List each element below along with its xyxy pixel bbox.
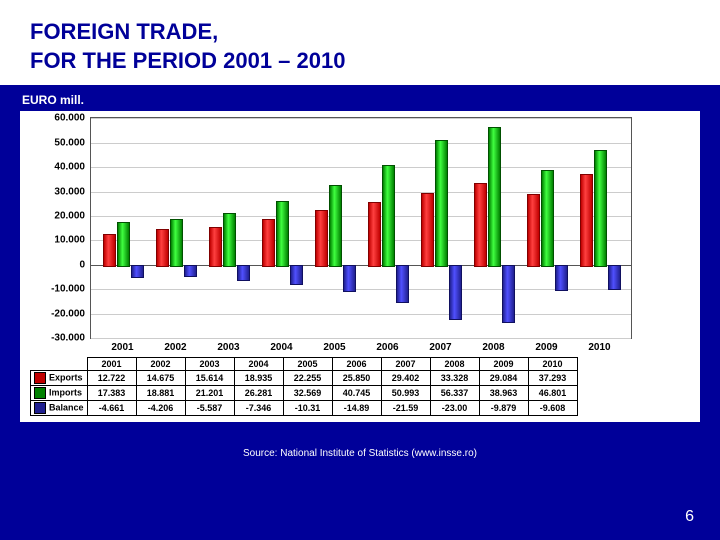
bar-balance-2007 bbox=[449, 265, 462, 320]
cell: -10.31 bbox=[283, 401, 332, 416]
x-label: 2006 bbox=[376, 342, 398, 353]
y-tick: 20.000 bbox=[54, 210, 85, 221]
x-label: 2001 bbox=[111, 342, 133, 353]
cell: 25.850 bbox=[332, 371, 381, 386]
bar-exports-2010 bbox=[580, 174, 593, 267]
gridline bbox=[91, 338, 631, 339]
y-axis-label: EURO mill. bbox=[22, 93, 710, 107]
bar-exports-2008 bbox=[474, 183, 487, 266]
data-table: 2001200220032004200520062007200820092010… bbox=[30, 357, 578, 416]
bar-imports-2008 bbox=[488, 127, 501, 267]
bar-exports-2007 bbox=[421, 193, 434, 267]
bar-exports-2006 bbox=[368, 202, 381, 267]
legend-imports: Imports bbox=[31, 386, 88, 401]
x-label: 2009 bbox=[535, 342, 557, 353]
cell: -7.346 bbox=[234, 401, 283, 416]
y-tick: -10.000 bbox=[51, 284, 85, 295]
cell: 32.569 bbox=[283, 386, 332, 401]
gridline bbox=[91, 289, 631, 290]
bar-imports-2001 bbox=[117, 222, 130, 266]
bar-imports-2006 bbox=[382, 165, 395, 267]
bar-imports-2003 bbox=[223, 213, 236, 267]
y-tick: -20.000 bbox=[51, 308, 85, 319]
bar-balance-2002 bbox=[184, 265, 197, 277]
cell: 40.745 bbox=[332, 386, 381, 401]
cell: 46.801 bbox=[528, 386, 577, 401]
y-tick: -30.000 bbox=[51, 333, 85, 344]
cell: 18.881 bbox=[136, 386, 185, 401]
plot-area: -30.000-20.000-10.000010.00020.00030.000… bbox=[90, 117, 632, 339]
y-tick: 30.000 bbox=[54, 186, 85, 197]
bar-exports-2002 bbox=[156, 229, 169, 267]
cell: -4.206 bbox=[136, 401, 185, 416]
y-tick: 0 bbox=[79, 259, 85, 270]
bar-imports-2010 bbox=[594, 150, 607, 266]
title-line1: FOREIGN TRADE, bbox=[30, 19, 218, 44]
cell: 38.963 bbox=[479, 386, 528, 401]
bar-imports-2005 bbox=[329, 185, 342, 267]
cell: 21.201 bbox=[185, 386, 234, 401]
x-label: 2002 bbox=[164, 342, 186, 353]
cell: -23.00 bbox=[430, 401, 479, 416]
cell: 18.935 bbox=[234, 371, 283, 386]
bar-balance-2003 bbox=[237, 265, 250, 281]
cell: 29.084 bbox=[479, 371, 528, 386]
page-number: 6 bbox=[685, 508, 694, 526]
y-tick: 10.000 bbox=[54, 235, 85, 246]
cell: 17.383 bbox=[87, 386, 136, 401]
bar-balance-2010 bbox=[608, 265, 621, 290]
bar-balance-2008 bbox=[502, 265, 515, 323]
bar-exports-2004 bbox=[262, 219, 275, 267]
bar-imports-2004 bbox=[276, 201, 289, 267]
bar-exports-2001 bbox=[103, 234, 116, 267]
cell: 26.281 bbox=[234, 386, 283, 401]
bar-exports-2009 bbox=[527, 194, 540, 267]
cell: -9.879 bbox=[479, 401, 528, 416]
x-label: 2005 bbox=[323, 342, 345, 353]
gridline bbox=[91, 314, 631, 315]
source-footer: Source: National Institute of Statistics… bbox=[10, 448, 710, 459]
bar-balance-2004 bbox=[290, 265, 303, 285]
legend-balance: Balance bbox=[31, 401, 88, 416]
cell: -14.89 bbox=[332, 401, 381, 416]
legend-exports: Exports bbox=[31, 371, 88, 386]
bar-exports-2005 bbox=[315, 210, 328, 266]
x-label: 2007 bbox=[429, 342, 451, 353]
gridline bbox=[91, 143, 631, 144]
cell: 15.614 bbox=[185, 371, 234, 386]
cell: -5.587 bbox=[185, 401, 234, 416]
y-tick: 60.000 bbox=[54, 113, 85, 124]
bar-imports-2007 bbox=[435, 140, 448, 267]
x-label: 2003 bbox=[217, 342, 239, 353]
cell: -9.608 bbox=[528, 401, 577, 416]
gridline bbox=[91, 118, 631, 119]
bar-imports-2002 bbox=[170, 219, 183, 267]
bar-balance-2005 bbox=[343, 265, 356, 292]
cell: 50.993 bbox=[381, 386, 430, 401]
gridline bbox=[91, 167, 631, 168]
x-label: 2010 bbox=[588, 342, 610, 353]
chart-container: EURO mill. -30.000 -20.000 -10.000 0 10.000 2… bbox=[0, 85, 720, 459]
bar-imports-2009 bbox=[541, 170, 554, 267]
bar-balance-2009 bbox=[555, 265, 568, 291]
y-tick: 50.000 bbox=[54, 137, 85, 148]
y-tick: 40.000 bbox=[54, 162, 85, 173]
x-label: 2004 bbox=[270, 342, 292, 353]
cell: 56.337 bbox=[430, 386, 479, 401]
cell: 29.402 bbox=[381, 371, 430, 386]
cell: -4.661 bbox=[87, 401, 136, 416]
bar-exports-2003 bbox=[209, 227, 222, 267]
slide-title: FOREIGN TRADE, FOR THE PERIOD 2001 – 201… bbox=[0, 0, 720, 85]
bar-balance-2006 bbox=[396, 265, 409, 303]
cell: 12.722 bbox=[87, 371, 136, 386]
cell: 22.255 bbox=[283, 371, 332, 386]
bar-balance-2001 bbox=[131, 265, 144, 278]
cell: 33.328 bbox=[430, 371, 479, 386]
cell: 14.675 bbox=[136, 371, 185, 386]
cell: -21.59 bbox=[381, 401, 430, 416]
title-line2: FOR THE PERIOD 2001 – 2010 bbox=[30, 48, 345, 73]
cell: 37.293 bbox=[528, 371, 577, 386]
foreign-trade-chart: -30.000 -20.000 -10.000 0 10.000 20.000 30.000… bbox=[20, 111, 700, 422]
x-label: 2008 bbox=[482, 342, 504, 353]
